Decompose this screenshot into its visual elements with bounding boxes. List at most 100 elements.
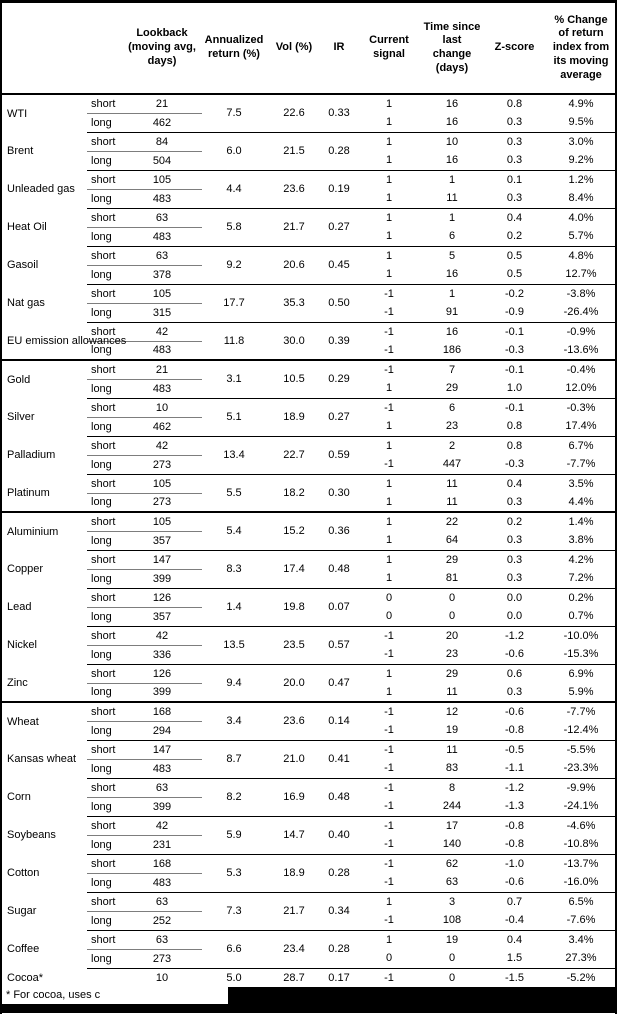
commodity-name-cell: Lead — [7, 601, 32, 613]
pct-change-cell: 17.4% — [565, 420, 597, 433]
signal-cell: -1 — [384, 876, 394, 889]
lookback-cell: 42 — [122, 815, 202, 835]
pct-change-cell: 7.2% — [568, 572, 594, 585]
zscore-cell: -0.1 — [482, 321, 547, 341]
time-since-cell: 8 — [422, 777, 482, 797]
zscore-cell: -0.1 — [482, 359, 547, 379]
vol-cell: 22.6 — [283, 107, 305, 120]
time-since-cell: 22 — [422, 511, 482, 531]
signal-cell: -1 — [356, 739, 422, 759]
pct-change-cell: 5.9% — [568, 686, 594, 698]
lookback-cell: 10 — [122, 967, 202, 987]
leg-cell: short — [87, 663, 122, 683]
annualized-cell: 5.5 — [202, 473, 266, 512]
vol-cell: 35.3 — [266, 283, 322, 322]
vol-cell: 18.2 — [266, 473, 322, 512]
signal-cell: 1 — [356, 549, 422, 569]
annualized-cell: 5.8 — [202, 207, 266, 246]
annualized-cell: 7.3 — [202, 891, 266, 930]
zscore-cell: -1.5 — [482, 967, 547, 987]
signal-cell: 1 — [356, 169, 422, 189]
signal-cell: 1 — [385, 572, 393, 585]
time-since-cell: 11 — [446, 192, 458, 205]
leg-cell: short — [87, 587, 122, 607]
footnote-text: * For cocoa, uses c — [2, 987, 228, 1004]
zscore-cell: -0.9 — [505, 306, 524, 319]
vol-cell: 23.6 — [266, 169, 322, 208]
zscore-cell: -0.8 — [482, 815, 547, 835]
signal-cell: -1 — [356, 777, 422, 797]
zscore-cell: 0.4 — [482, 929, 547, 949]
time-since-cell: 6 — [422, 397, 482, 417]
pct-change-cell: 12.7% — [565, 268, 597, 281]
zscore-cell: 0.3 — [506, 496, 523, 508]
time-since-cell: 447 — [442, 458, 462, 471]
leg-cell: long — [87, 948, 122, 968]
signal-cell: 1 — [385, 534, 393, 547]
lookback-cell: 84 — [122, 131, 202, 151]
ir-cell: 0.27 — [322, 397, 356, 436]
column-header: Z-score — [482, 3, 547, 95]
zscore-cell: 0.7 — [482, 891, 547, 911]
signal-cell: -1 — [384, 306, 394, 319]
ir-cell: 0.47 — [322, 663, 356, 702]
lookback-cell: 10 — [122, 397, 202, 417]
pct-change-cell: -5.5% — [547, 739, 615, 759]
leg-cell: short — [87, 777, 122, 797]
annualized-cell: 8.2 — [202, 777, 266, 816]
lookback-cell: 483 — [122, 226, 202, 246]
vol-cell: 21.5 — [266, 131, 322, 170]
time-since-cell: 0 — [448, 610, 456, 623]
time-since-cell: 17 — [422, 815, 482, 835]
ir-cell: 0.28 — [322, 853, 356, 892]
pct-change-cell: 5.7% — [568, 230, 594, 243]
lookback-cell: 462 — [122, 112, 202, 132]
ir-cell: 0.36 — [322, 511, 356, 550]
vol-cell: 23.5 — [266, 625, 322, 664]
pct-change-cell: 9.5% — [568, 116, 594, 129]
leg-cell: long — [87, 150, 122, 170]
ir-cell: 0.30 — [322, 473, 356, 512]
commodity-name-cell: Brent — [7, 145, 34, 157]
zscore-cell: -0.1 — [482, 397, 547, 417]
commodity-name-cell: Wheat — [2, 701, 87, 740]
lookback-cell: 63 — [122, 777, 202, 797]
zscore-cell: 0.3 — [506, 572, 523, 585]
pct-change-cell: -5.2% — [547, 967, 615, 987]
pct-change-cell: 4.8% — [547, 245, 615, 265]
lookback-cell: 105 — [122, 511, 202, 531]
lookback-cell: 357 — [122, 606, 202, 626]
lookback-cell: 462 — [122, 416, 202, 436]
leg-cell: long — [87, 188, 122, 208]
zscore-cell: -0.2 — [482, 283, 547, 303]
lookback-cell: 168 — [122, 701, 202, 721]
lookback-cell: 399 — [122, 568, 202, 588]
time-since-cell: 91 — [445, 306, 459, 319]
lookback-cell: 399 — [122, 682, 202, 702]
lookback-cell: 315 — [122, 302, 202, 322]
signal-cell: 1 — [385, 382, 393, 395]
lookback-cell: 483 — [122, 188, 202, 208]
vol-cell: 14.7 — [266, 815, 322, 854]
signal-cell: -1 — [356, 359, 422, 379]
time-since-cell: 1 — [422, 169, 482, 189]
signal-cell: -1 — [384, 344, 394, 356]
pct-change-cell: -4.6% — [547, 815, 615, 835]
annualized-cell: 3.1 — [202, 359, 266, 398]
leg-cell: short — [87, 739, 122, 759]
commodity-name-cell: Gasoil — [7, 259, 39, 271]
signal-cell: -1 — [356, 397, 422, 417]
signal-cell: 1 — [356, 891, 422, 911]
column-header: % Change of return index from its moving… — [547, 3, 615, 95]
ir-cell: 0.33 — [328, 107, 350, 120]
zscore-cell: -0.5 — [482, 739, 547, 759]
time-since-cell: 16 — [445, 154, 459, 167]
pct-change-cell: 6.9% — [547, 663, 615, 683]
signal-cell: -1 — [384, 762, 394, 775]
time-since-cell: 20 — [422, 625, 482, 645]
pct-change-cell: 8.4% — [568, 192, 594, 205]
annualized-cell: 17.7 — [202, 283, 266, 322]
vol-cell: 19.8 — [266, 587, 322, 626]
time-since-cell: 16 — [445, 268, 459, 281]
